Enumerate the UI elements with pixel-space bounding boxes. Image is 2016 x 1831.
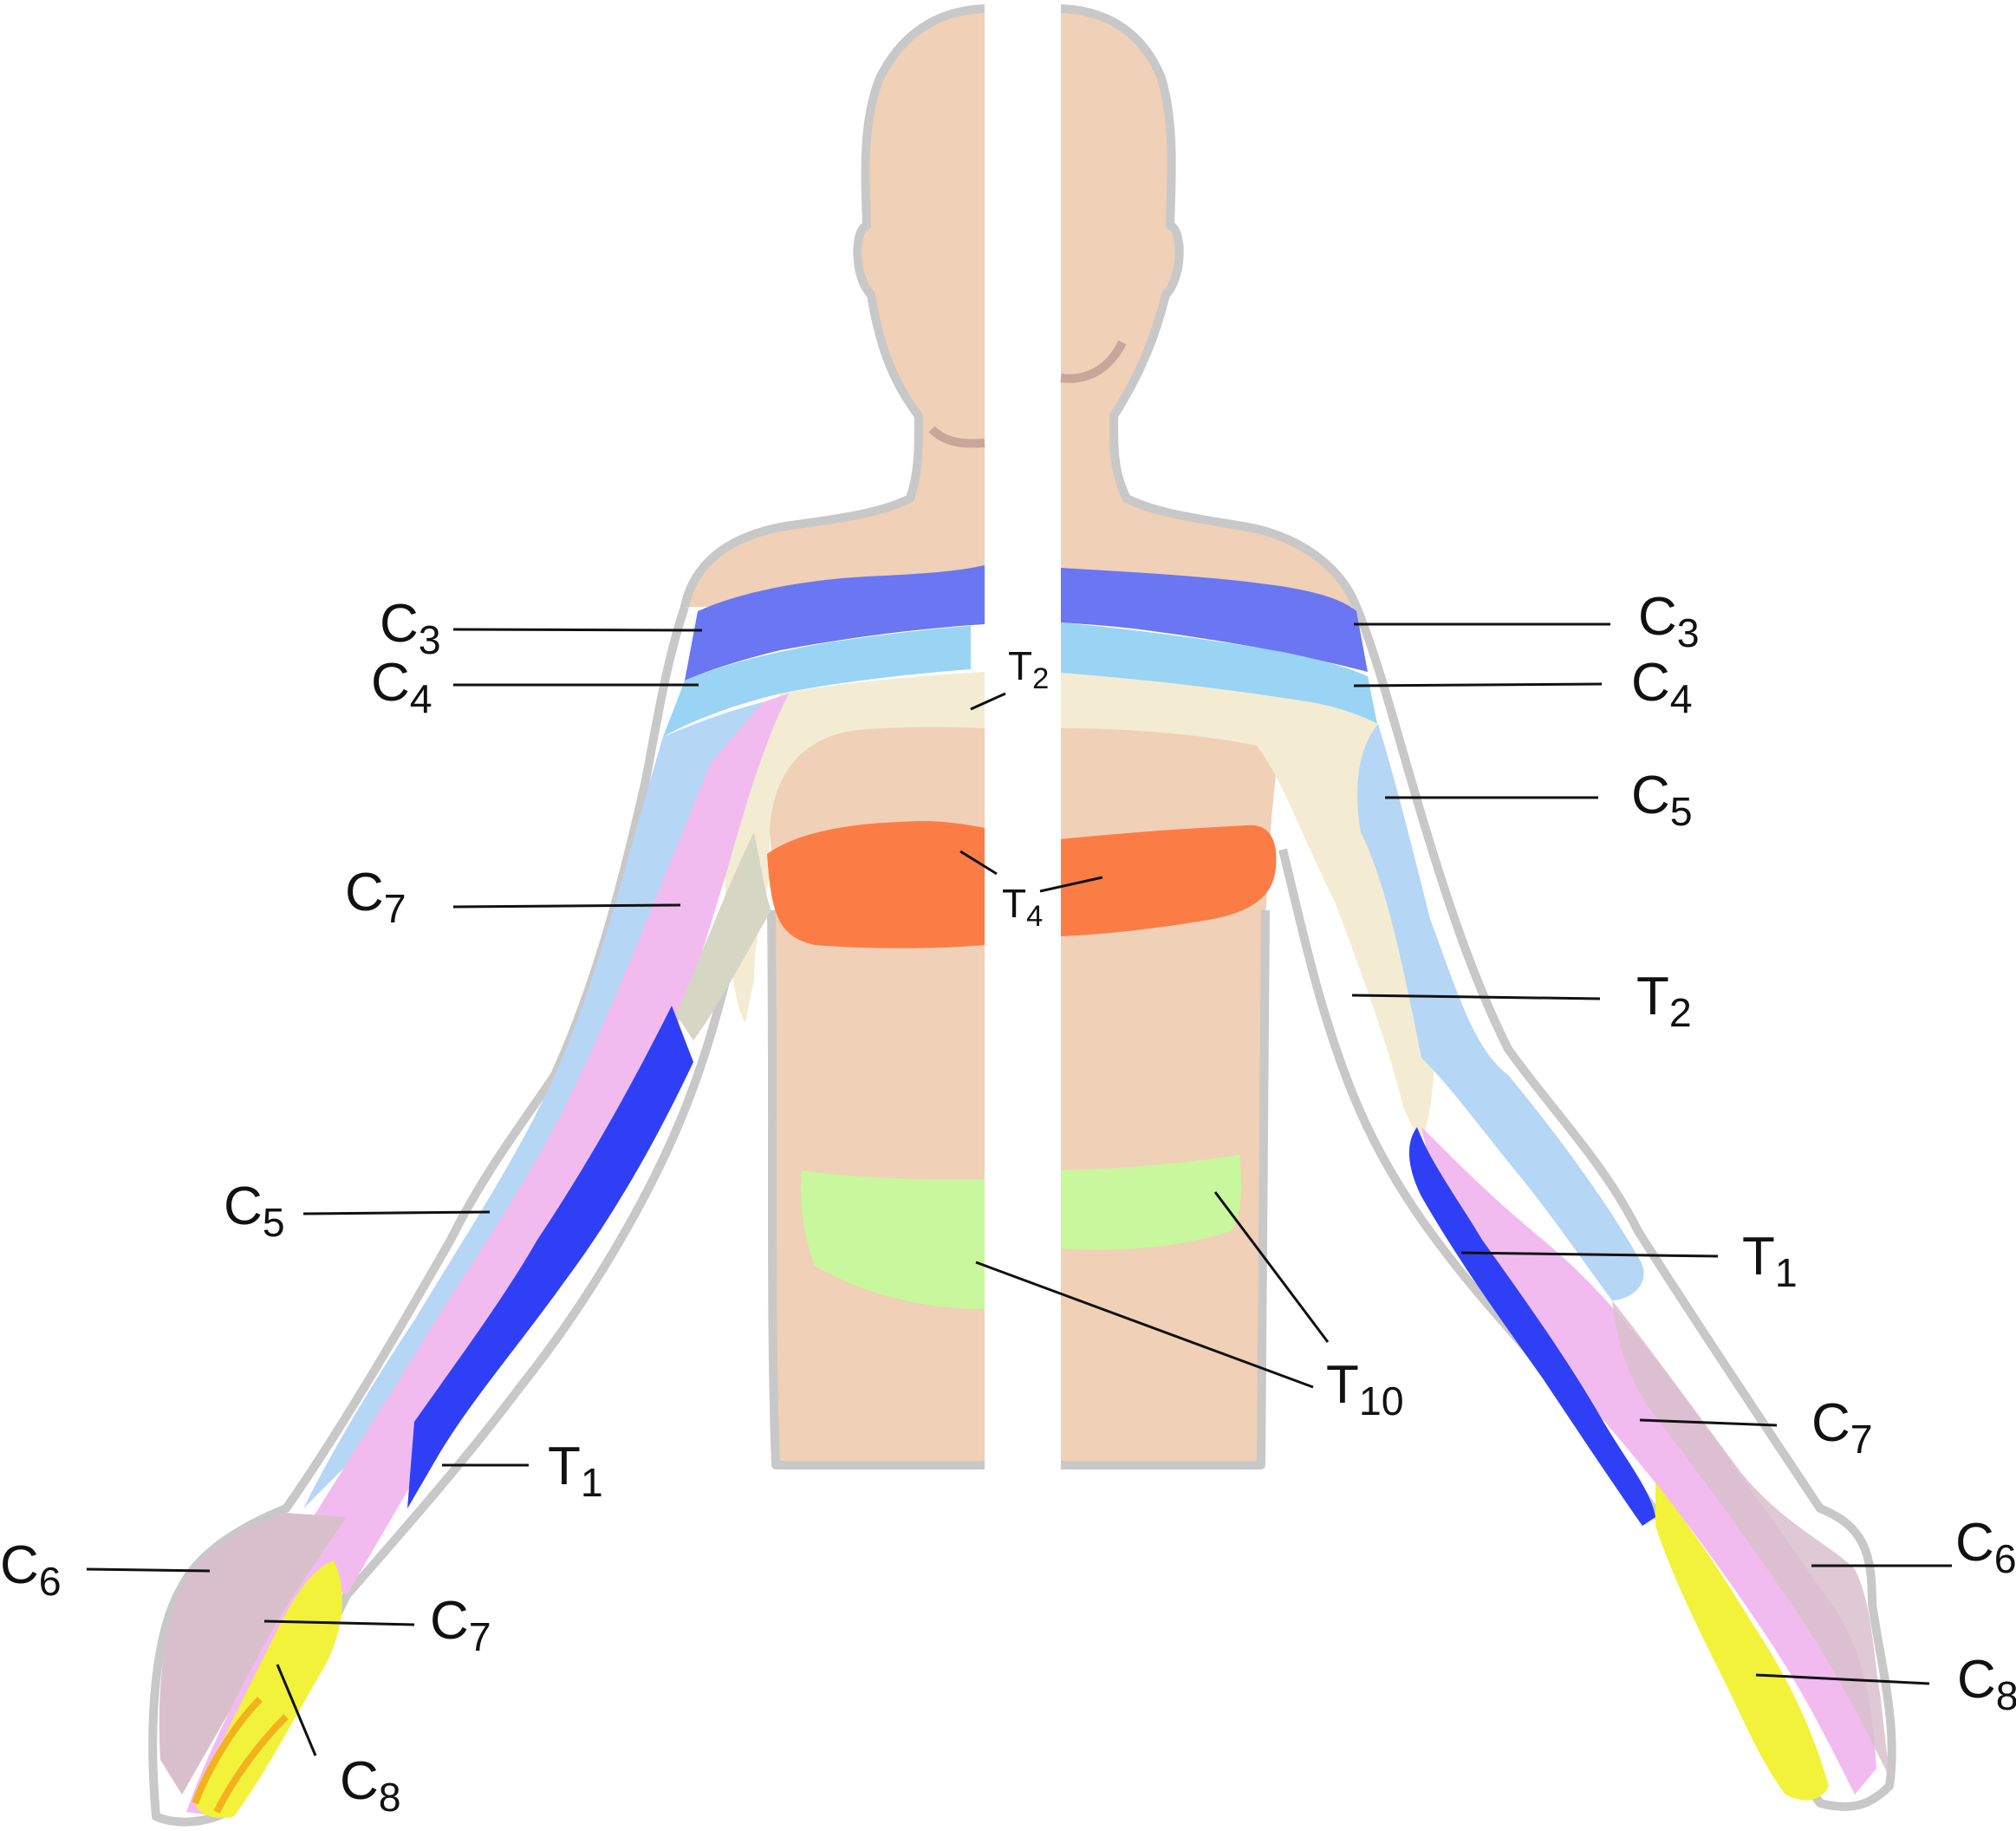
label-right-t1: T1 [1742,1227,1798,1295]
leader-left-c7-upper [452,903,681,909]
label-center-t10: T10 [1326,1355,1404,1424]
right-c5-arm-band [1357,724,1644,1300]
left-torso-outline [767,909,985,1469]
left-t10-band [800,1170,985,1309]
right-jaw-line [1060,340,1127,383]
right-t2-region [1061,673,1435,1144]
label-left-c7-upper: C7 [345,863,406,931]
right-head [1061,9,1356,607]
leader-left-c6 [86,1567,211,1573]
leader-center-t10-left [975,1261,1314,1389]
right-body-half [1060,4,1896,1811]
leader-left-c3 [452,628,703,632]
leader-right-c8 [1755,1673,1930,1685]
label-right-c4: C4 [1631,653,1693,721]
left-c7-arm-band [286,694,789,1595]
center-labels: T2 T4 T10 [959,643,1404,1424]
label-left-c8: C8 [340,1751,401,1820]
label-right-c5: C5 [1631,766,1693,834]
right-t10-band [1061,1155,1241,1250]
label-left-t1: T1 [548,1437,603,1505]
right-c6-arm-band [1612,1300,1889,1777]
right-head-outline [1060,4,1361,609]
label-left-c4: C4 [371,653,432,721]
label-right-c6: C6 [1955,1513,2016,1581]
label-left-c3: C3 [380,594,441,662]
leader-right-t2 [1351,994,1601,1000]
leader-center-t10-right [1213,1191,1330,1343]
leader-right-c4 [1353,682,1603,687]
left-jaw-line [928,426,985,448]
label-right-c3: C3 [1638,587,1700,655]
label-left-c5: C5 [224,1176,285,1245]
leader-left-c5 [302,1210,491,1215]
right-labels: C3 C4 C5 T2 T1 C7 C6 C8 [1351,587,2016,1718]
left-c3-band [685,565,985,681]
right-c8-arm-band [1655,1482,1829,1801]
right-t4-band [1061,824,1277,936]
left-t2-arm-band [676,832,771,1040]
right-c3-band [1061,568,1368,672]
label-right-c8: C8 [1957,1650,2016,1718]
left-t4-band [767,821,985,948]
label-center-t2: T2 [1008,643,1049,695]
left-labels: C3 C4 C7 C5 T1 C6 C7 C8 [0,594,703,1820]
left-head [685,9,985,607]
leader-center-t4-right [1039,876,1103,893]
right-arm-outline [1278,605,1896,1811]
left-c8-hand [195,1561,342,1818]
label-right-t2: T2 [1636,967,1692,1035]
left-c5-arm-band [303,702,763,1508]
left-c6-hand [159,1513,347,1795]
label-center-t4: T4 [1002,881,1043,933]
leader-right-t1 [1460,1251,1719,1258]
leader-left-c8 [276,1664,317,1756]
label-left-c6: C6 [0,1535,62,1604]
leader-center-t2 [970,692,1006,711]
right-t1-arm-band [1408,1127,1655,1526]
label-left-c7-hand: C7 [430,1591,491,1659]
left-body-half [148,4,985,1827]
left-t2-region [725,672,985,1023]
right-c7-arm-band [1421,1127,1876,1795]
leader-center-t4-left [959,850,998,876]
right-torso-outline [1061,909,1270,1469]
left-c4-band [663,626,971,737]
left-c8-finger-outline [192,1697,289,1814]
leader-left-c7-hand [263,1619,415,1626]
label-right-c7: C7 [1811,1393,1873,1462]
leader-right-c7 [1639,1418,1778,1427]
left-head-outline [680,4,985,609]
left-t1-arm-band [407,1006,693,1508]
